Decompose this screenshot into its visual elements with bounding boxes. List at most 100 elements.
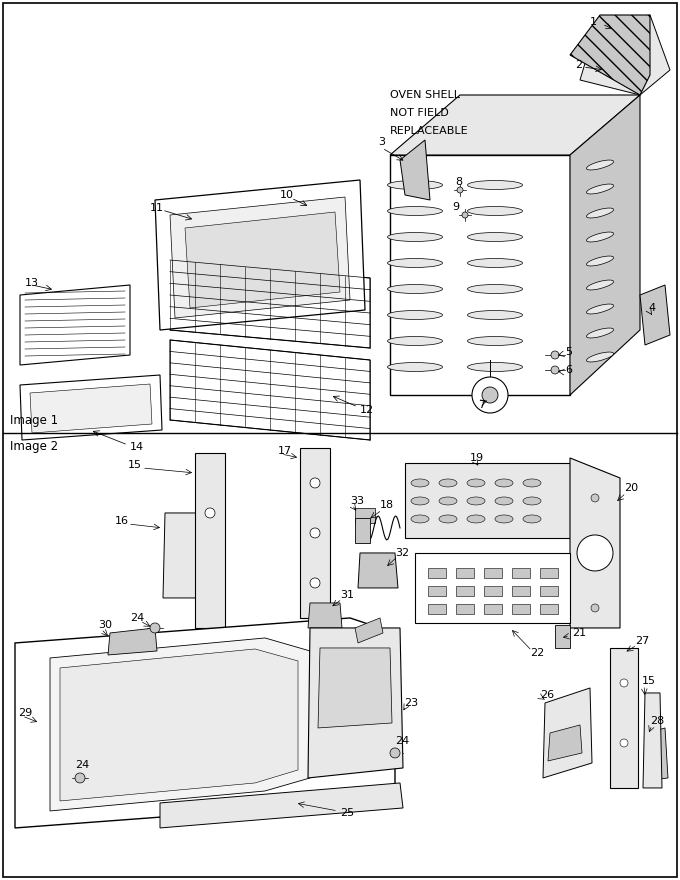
Polygon shape [308,628,403,778]
Ellipse shape [495,515,513,523]
Circle shape [591,604,599,612]
Polygon shape [170,197,350,318]
Circle shape [462,212,468,218]
Ellipse shape [467,479,485,487]
Text: 11: 11 [150,203,164,213]
Ellipse shape [586,184,613,194]
Text: 8: 8 [455,177,462,187]
Ellipse shape [586,280,613,290]
Polygon shape [405,463,570,538]
Ellipse shape [586,208,613,218]
Text: 23: 23 [404,698,418,708]
Bar [484,604,502,614]
Polygon shape [15,618,395,828]
Circle shape [591,494,599,502]
Polygon shape [355,518,370,543]
Polygon shape [548,725,582,761]
Ellipse shape [468,180,522,189]
Text: 32: 32 [395,548,409,558]
Text: NOT FIELD: NOT FIELD [390,108,449,118]
Polygon shape [643,693,662,788]
Polygon shape [640,285,670,345]
Polygon shape [390,95,640,155]
Text: OVEN SHELL: OVEN SHELL [390,90,460,100]
Text: 24: 24 [75,760,89,770]
Ellipse shape [495,497,513,505]
Text: 15: 15 [128,460,142,470]
Bar [484,586,502,596]
Ellipse shape [586,232,613,242]
Polygon shape [160,783,403,828]
Text: Image 2: Image 2 [10,441,58,453]
Text: 7: 7 [478,400,485,410]
Ellipse shape [467,497,485,505]
Text: 22: 22 [530,648,544,658]
Polygon shape [195,453,225,628]
Text: 6: 6 [565,365,572,375]
Ellipse shape [586,328,613,338]
Circle shape [551,366,559,374]
Polygon shape [108,628,157,655]
Circle shape [150,623,160,633]
Polygon shape [610,648,638,788]
Polygon shape [20,285,130,365]
Text: 14: 14 [130,442,144,452]
Text: 31: 31 [340,590,354,600]
Ellipse shape [388,363,443,371]
Text: 24: 24 [395,736,409,746]
Polygon shape [570,95,640,395]
Ellipse shape [439,479,457,487]
Text: 9: 9 [452,202,459,212]
Circle shape [472,377,508,413]
Polygon shape [570,15,650,95]
Ellipse shape [467,515,485,523]
Bar [456,604,474,614]
Ellipse shape [388,311,443,319]
Polygon shape [30,384,152,433]
Bar [540,568,558,578]
Ellipse shape [468,336,522,346]
Polygon shape [50,638,310,811]
Ellipse shape [586,352,613,362]
Circle shape [482,387,498,403]
Polygon shape [358,553,398,588]
Ellipse shape [523,515,541,523]
Ellipse shape [468,363,522,371]
Text: 26: 26 [540,690,554,700]
Polygon shape [318,648,392,728]
Text: 29: 29 [18,708,32,718]
Ellipse shape [468,232,522,241]
Circle shape [620,739,628,747]
Text: 3: 3 [378,137,385,147]
Circle shape [310,528,320,538]
Bar [512,568,530,578]
Text: 12: 12 [360,405,374,415]
Ellipse shape [586,160,613,170]
Polygon shape [185,212,340,308]
Polygon shape [155,180,365,330]
Ellipse shape [523,497,541,505]
Polygon shape [20,375,162,440]
Text: 27: 27 [635,636,649,646]
Polygon shape [355,508,375,523]
Polygon shape [543,688,592,778]
Polygon shape [555,625,570,648]
Polygon shape [570,458,620,628]
Bar [540,604,558,614]
Circle shape [75,773,85,783]
Polygon shape [390,155,570,395]
Polygon shape [308,603,342,628]
Polygon shape [400,140,430,200]
Text: 30: 30 [98,620,112,630]
Bar [484,568,502,578]
Ellipse shape [495,479,513,487]
Text: 17: 17 [278,446,292,456]
Ellipse shape [411,515,429,523]
Polygon shape [415,553,570,623]
Ellipse shape [388,180,443,189]
Text: 2: 2 [575,60,582,70]
Circle shape [310,578,320,588]
Bar [428,586,446,596]
Ellipse shape [388,284,443,294]
Text: 28: 28 [650,716,664,726]
